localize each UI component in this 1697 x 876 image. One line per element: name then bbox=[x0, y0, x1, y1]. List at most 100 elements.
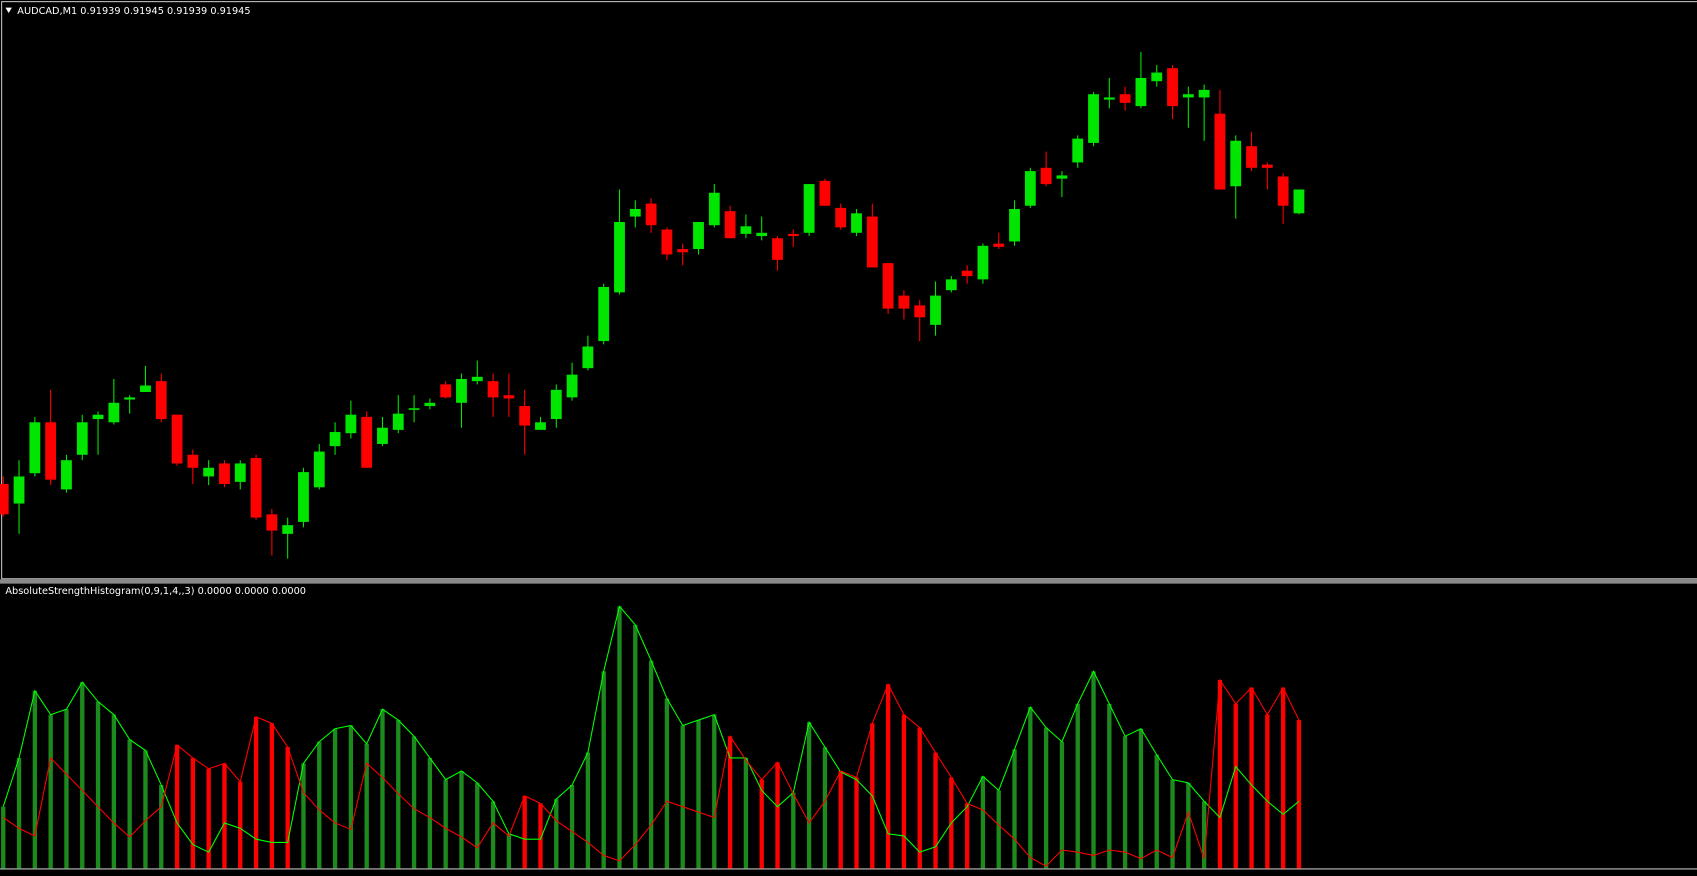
histogram-bar bbox=[222, 763, 227, 869]
candle-body bbox=[550, 389, 562, 420]
candle-body bbox=[171, 414, 183, 464]
candle-body bbox=[61, 460, 72, 490]
histogram-bar bbox=[206, 768, 211, 869]
candle-body bbox=[1119, 94, 1131, 103]
candle-body bbox=[835, 207, 847, 228]
histogram-bar bbox=[791, 792, 796, 869]
histogram-bar bbox=[854, 777, 859, 869]
candle-body bbox=[756, 232, 768, 237]
histogram-bar bbox=[648, 660, 654, 869]
histogram-bar bbox=[190, 757, 196, 869]
collapse-arrow[interactable] bbox=[5, 7, 12, 13]
candle-body bbox=[1182, 94, 1194, 98]
histogram-bar bbox=[111, 714, 117, 869]
candle-body bbox=[1293, 189, 1305, 214]
histogram-bar bbox=[522, 795, 527, 869]
candle-body bbox=[961, 270, 973, 277]
histogram-bar bbox=[1265, 714, 1270, 869]
candle-body bbox=[266, 514, 278, 531]
indicator-line bbox=[2, 605, 1300, 853]
histogram-bar bbox=[1107, 703, 1112, 869]
candle-body bbox=[1088, 94, 1099, 143]
candle-body bbox=[503, 395, 515, 399]
candle-body bbox=[851, 213, 862, 233]
candle-body bbox=[582, 346, 594, 369]
candle-body bbox=[440, 384, 452, 398]
histogram-bar bbox=[253, 716, 259, 869]
candle-body bbox=[1024, 171, 1036, 206]
histogram-bar bbox=[759, 779, 764, 869]
candle-body bbox=[977, 245, 989, 280]
candle-body bbox=[329, 432, 341, 447]
candle-body bbox=[614, 221, 625, 293]
histogram-bar bbox=[1075, 703, 1080, 869]
histogram-bar bbox=[696, 720, 701, 869]
histogram-bar bbox=[933, 752, 938, 869]
candle-body bbox=[914, 305, 926, 318]
candle-body bbox=[487, 381, 499, 398]
histogram-bar bbox=[1217, 680, 1223, 869]
candle-body bbox=[535, 422, 546, 430]
candle-body bbox=[930, 295, 941, 325]
histogram-bar bbox=[1028, 707, 1033, 869]
histogram-bar bbox=[569, 785, 575, 869]
histogram-bar bbox=[48, 714, 53, 869]
histogram-bar bbox=[411, 736, 417, 869]
candle-body bbox=[1072, 138, 1084, 163]
candle-body bbox=[724, 211, 736, 239]
candle-body bbox=[598, 286, 610, 342]
candle-body bbox=[219, 463, 230, 485]
histogram-bar bbox=[1012, 749, 1017, 869]
histogram-bar bbox=[554, 799, 559, 869]
histogram-bar bbox=[1170, 779, 1175, 869]
candle-body bbox=[1230, 140, 1242, 187]
histogram-bar bbox=[601, 671, 606, 869]
histogram-bar bbox=[64, 709, 69, 869]
histogram-bar bbox=[1, 806, 6, 869]
candle-body bbox=[313, 451, 325, 488]
histogram-bar bbox=[459, 770, 464, 869]
candle-body bbox=[345, 414, 357, 434]
candle-body bbox=[1261, 164, 1273, 168]
candle-body bbox=[456, 378, 467, 403]
histogram-bar bbox=[238, 781, 243, 869]
candle-body bbox=[693, 221, 704, 250]
candle-body bbox=[566, 374, 578, 398]
histogram-bar bbox=[475, 782, 480, 869]
candle-body bbox=[108, 402, 120, 423]
candle-body bbox=[1167, 68, 1178, 107]
histogram-bar bbox=[964, 803, 970, 869]
candle-body bbox=[0, 484, 9, 515]
candle-body bbox=[803, 184, 815, 233]
candle-body bbox=[140, 385, 151, 392]
histogram-bar bbox=[380, 709, 385, 869]
histogram-bar bbox=[822, 747, 828, 869]
candle-body bbox=[772, 238, 783, 260]
histogram-bar bbox=[1280, 687, 1286, 869]
histogram-bar bbox=[712, 714, 717, 869]
candle-body bbox=[787, 233, 799, 237]
histogram-bar bbox=[775, 762, 780, 869]
histogram-bar bbox=[1296, 720, 1302, 869]
histogram-bar bbox=[174, 744, 180, 869]
symbol-title: AUDCAD,M1 0.91939 0.91945 0.91939 0.9194… bbox=[17, 6, 250, 17]
candle-body bbox=[187, 454, 199, 468]
candle-body bbox=[29, 422, 41, 474]
histogram-bar bbox=[1059, 741, 1065, 869]
candle-body bbox=[677, 249, 689, 253]
histogram-bar bbox=[1233, 703, 1238, 869]
candle-body bbox=[1009, 208, 1020, 242]
histogram-bar bbox=[1091, 671, 1096, 869]
histogram-bar bbox=[159, 785, 164, 869]
candle-body bbox=[1151, 72, 1163, 82]
histogram-bar bbox=[680, 725, 685, 869]
histogram-bar bbox=[143, 750, 148, 869]
histogram-bar bbox=[996, 790, 1001, 869]
histogram-bar bbox=[617, 606, 622, 869]
histogram-bar bbox=[806, 722, 812, 869]
histogram-bar bbox=[1201, 801, 1207, 869]
histogram-bar bbox=[285, 747, 290, 869]
histogram-bar bbox=[269, 723, 275, 869]
histogram-bar bbox=[664, 698, 670, 869]
candle-body bbox=[629, 208, 641, 217]
